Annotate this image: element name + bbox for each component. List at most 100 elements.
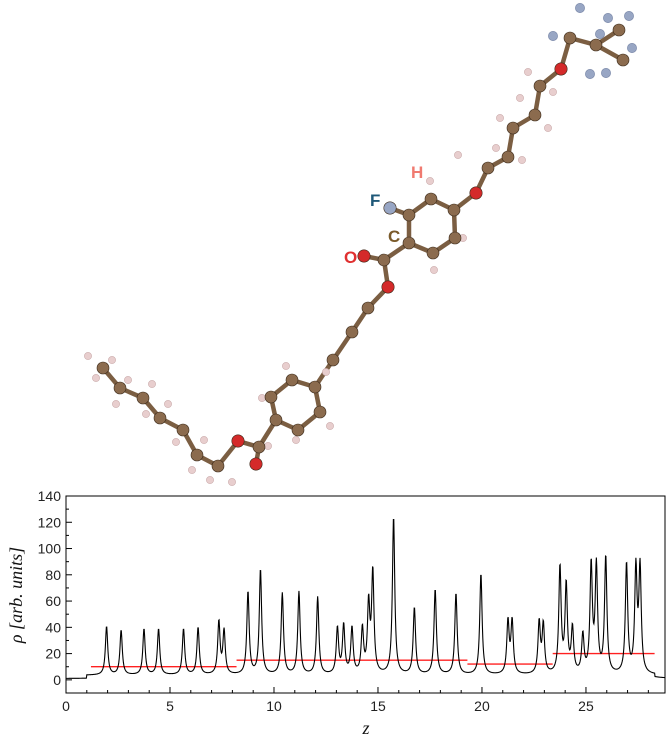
carbon-atom xyxy=(589,38,603,52)
fluorine-atom xyxy=(548,31,558,41)
oxygen-atom xyxy=(554,62,568,76)
x-tick-label: 10 xyxy=(266,698,282,714)
carbon-atom xyxy=(345,325,359,339)
carbon-atom xyxy=(313,405,327,419)
x-tick-label: 5 xyxy=(166,698,174,714)
hydrogen-atom xyxy=(282,362,290,370)
carbon-atom xyxy=(176,423,190,437)
carbon-atom xyxy=(285,373,299,387)
carbon-atom xyxy=(506,121,520,135)
carbon-atom xyxy=(448,231,462,245)
x-tick-label: 20 xyxy=(474,698,490,714)
oxygen-atom xyxy=(469,186,483,200)
molecule-heavy-atoms xyxy=(96,23,630,473)
hydrogen-atom xyxy=(172,438,180,446)
hydrogen-atom xyxy=(148,380,156,388)
hydrogen-atom xyxy=(188,466,196,474)
carbon-atom xyxy=(402,236,416,250)
y-tick-label: 80 xyxy=(45,567,61,583)
molecule-bonds xyxy=(100,27,626,469)
carbon-atom xyxy=(264,390,278,404)
carbon-atom xyxy=(424,192,438,206)
hydrogen-atom xyxy=(292,436,300,444)
fluorine-atom xyxy=(383,201,397,215)
density-profile-line xyxy=(66,519,666,679)
x-tick-label: 0 xyxy=(62,698,70,714)
carbon-atom xyxy=(501,150,515,164)
carbon-atom xyxy=(153,411,167,425)
carbon-atom xyxy=(426,246,440,260)
carbon-atom xyxy=(533,79,547,93)
hydrogen-atom xyxy=(200,436,208,444)
y-tick-label: 60 xyxy=(45,593,61,609)
carbon-atom xyxy=(326,353,340,367)
carbon-atom xyxy=(528,108,542,122)
x-axis-ticks: 0 5 10 15 20 25 xyxy=(62,687,649,714)
oxygen-atom xyxy=(231,434,245,448)
hydrogen-atom xyxy=(492,144,500,152)
fluorine-atom xyxy=(624,11,634,21)
carbon-atom xyxy=(291,423,305,437)
y-tick-label: 120 xyxy=(38,514,62,530)
hydrogen-atom xyxy=(322,368,330,376)
carbon-atom xyxy=(612,23,626,37)
carbon-atom xyxy=(190,448,204,462)
hydrogen-atom xyxy=(92,374,100,382)
carbon-atom xyxy=(563,31,577,45)
x-axis-title: z xyxy=(361,718,369,738)
carbon-atom xyxy=(113,381,127,395)
y-tick-label: 40 xyxy=(45,619,61,635)
carbon-atom xyxy=(96,361,110,375)
y-tick-label: 100 xyxy=(38,541,62,557)
x-tick-label: 15 xyxy=(370,698,386,714)
hydrogen-atom xyxy=(264,442,272,450)
hydrogen-atom xyxy=(426,177,434,185)
fluorine-atom xyxy=(627,43,637,53)
hydrogen-atom xyxy=(549,88,557,96)
carbon-atom xyxy=(211,459,225,473)
oxygen-atom xyxy=(249,457,263,471)
hydrogen-atom xyxy=(496,114,504,122)
y-tick-label: 0 xyxy=(53,672,61,688)
hydrogen-atom xyxy=(524,68,532,76)
y-tick-label: 20 xyxy=(45,646,61,662)
carbon-atom xyxy=(447,203,461,217)
fluorine-atom xyxy=(595,29,605,39)
hydrogen-atom xyxy=(108,356,116,364)
hydrogen-atom xyxy=(518,156,526,164)
oxygen-atom xyxy=(381,280,395,294)
hydrogen-atom xyxy=(206,476,214,484)
hydrogen-atom xyxy=(164,400,172,408)
carbon-atom xyxy=(269,413,283,427)
atom-label-h: H xyxy=(411,163,423,182)
carbon-atom xyxy=(402,208,416,222)
hydrogen-atom xyxy=(544,124,552,132)
fluorine-atom xyxy=(575,3,585,13)
molecule-illustration: H F C O xyxy=(84,3,637,486)
hydrogen-atom xyxy=(430,266,438,274)
x-tick-label: 25 xyxy=(578,698,594,714)
carbon-atom xyxy=(252,440,266,454)
molecule-hydrogens xyxy=(84,3,637,486)
fluorine-atom xyxy=(603,13,613,23)
hydrogen-atom xyxy=(124,376,132,384)
atom-label-c: C xyxy=(388,227,400,246)
hydrogen-atom xyxy=(326,422,334,430)
mean-density-segments xyxy=(90,652,655,668)
carbon-atom xyxy=(361,301,375,315)
fluorine-atom xyxy=(601,68,611,78)
hydrogen-atom xyxy=(142,410,150,418)
atom-label-f: F xyxy=(370,191,380,210)
carbon-atom xyxy=(481,161,495,175)
atom-label-o: O xyxy=(344,248,357,267)
plot-frame xyxy=(65,495,666,694)
carbon-atom xyxy=(136,391,150,405)
y-axis-title: ρ [arb. units] xyxy=(6,547,26,644)
hydrogen-atom xyxy=(516,94,524,102)
hydrogen-atom xyxy=(454,151,462,159)
density-profile-chart: 0 5 10 15 20 25 0 20 40 60 80 100 120 140 z ρ [arb. … xyxy=(6,488,666,738)
hydrogen-atom xyxy=(84,352,92,360)
oxygen-atom xyxy=(357,249,371,263)
carbon-atom xyxy=(377,253,391,267)
